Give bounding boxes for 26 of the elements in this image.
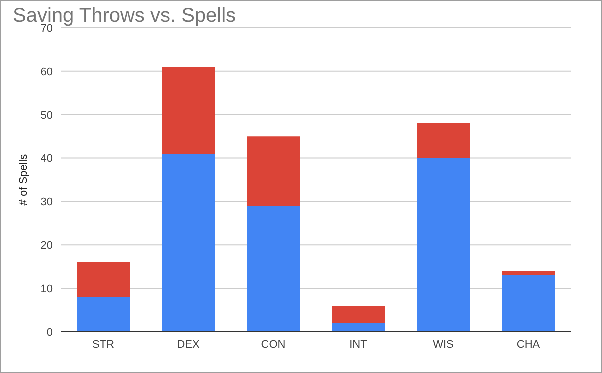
bar (162, 67, 216, 154)
bar (502, 276, 556, 332)
bar (417, 158, 470, 332)
y-tick-label: 10 (40, 283, 53, 296)
x-tick-label: CON (261, 338, 286, 351)
y-tick-label: 30 (40, 196, 53, 209)
y-tick-label: 20 (40, 240, 53, 252)
bar (332, 306, 386, 324)
y-axis-title: # of Spells (18, 154, 30, 206)
y-tick-label: 60 (40, 66, 53, 78)
x-tick-label: CHA (516, 338, 541, 351)
x-tick-label: INT (350, 338, 368, 351)
bar (417, 124, 470, 158)
bar (332, 323, 386, 332)
x-tick-label: WIS (433, 338, 454, 351)
bar (247, 136, 300, 206)
bar (162, 154, 216, 332)
x-tick-label: DEX (177, 338, 200, 351)
bar (77, 297, 130, 332)
y-tick-label: 50 (40, 110, 53, 122)
y-tick-label: 0 (46, 326, 53, 339)
bar (247, 206, 300, 332)
bar (77, 262, 130, 298)
bar (502, 271, 556, 276)
x-tick-label: STR (92, 338, 115, 351)
y-tick-label: 40 (40, 153, 53, 166)
